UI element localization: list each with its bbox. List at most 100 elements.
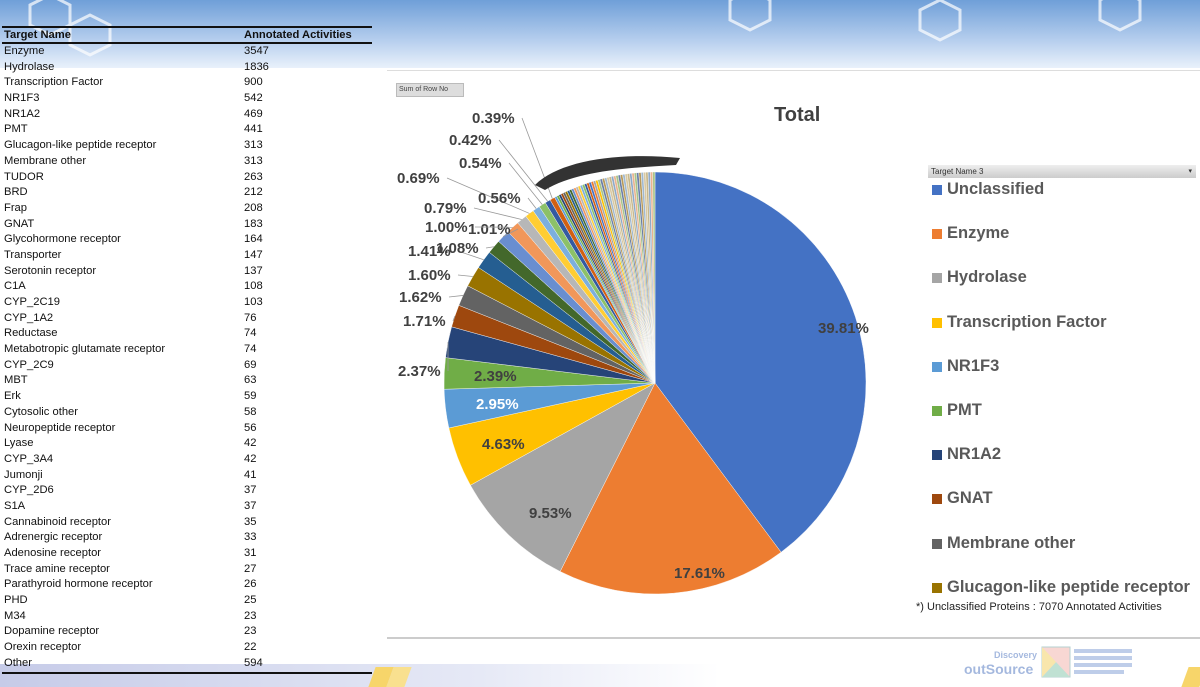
activity-count: 42: [244, 437, 257, 450]
dropdown-arrow-icon: ▾: [1188, 168, 1192, 175]
table-row: NR1F3 542: [2, 91, 372, 107]
table-row: Dopamine receptor 23: [2, 624, 372, 640]
target-name: CYP_1A2: [4, 311, 54, 324]
target-name: Dopamine receptor: [4, 625, 100, 638]
target-name: CYP_3A4: [4, 452, 54, 465]
target-name: S1A: [4, 499, 26, 512]
table-row: Trace amine receptor 27: [2, 562, 372, 578]
table-row: Neuropeptide receptor 56: [2, 421, 372, 437]
legend-item: Enzyme: [932, 224, 1190, 268]
header-target-name: Target Name: [4, 29, 71, 41]
target-name: Serotonin receptor: [4, 264, 97, 277]
activity-count: 137: [244, 264, 263, 277]
legend-label: Transcription Factor: [947, 312, 1107, 331]
activity-count: 23: [244, 609, 257, 622]
target-name: Transcription Factor: [4, 76, 104, 89]
target-name: Other: [4, 656, 32, 669]
table-row: M34 23: [2, 609, 372, 625]
table-row: Transporter 147: [2, 248, 372, 264]
table-row: Frap 208: [2, 201, 372, 217]
data-label: 9.53%: [529, 505, 572, 522]
legend-item: NR1A2: [932, 445, 1190, 489]
overlapping-labels: [535, 156, 680, 190]
data-label: 2.37%: [398, 363, 441, 380]
table-row: PHD 25: [2, 593, 372, 609]
pie-slice: [470, 382, 656, 572]
table-row: Orexin receptor 22: [2, 640, 372, 656]
leader-line: [502, 228, 519, 237]
target-name: Neuropeptide receptor: [4, 421, 116, 434]
data-label: 0.56%: [478, 190, 521, 207]
target-name: Erk: [4, 390, 21, 403]
svg-text:outSource: outSource: [964, 661, 1033, 677]
leader-line: [457, 250, 484, 261]
data-label: 17.61%: [674, 565, 725, 582]
target-name: Enzyme: [4, 45, 45, 57]
activity-count: 59: [244, 390, 257, 403]
table-row: Enzyme 3547: [2, 44, 372, 60]
legend-item: PMT: [932, 401, 1190, 445]
legend-label: Unclassified: [947, 180, 1045, 198]
target-name: M34: [4, 609, 26, 622]
target-name: CYP_2C9: [4, 358, 54, 371]
data-label: 1.62%: [399, 289, 442, 306]
target-name: Membrane other: [4, 154, 87, 167]
data-label: 1.71%: [403, 313, 446, 330]
activity-count: 469: [244, 107, 263, 120]
leader-line: [527, 197, 537, 209]
target-name: Frap: [4, 201, 28, 214]
activity-count: 108: [244, 280, 263, 293]
target-name: BRD: [4, 186, 28, 199]
leader-line: [452, 315, 456, 322]
activity-count: 147: [244, 248, 263, 261]
target-name: Cannabinoid receptor: [4, 515, 111, 528]
table-row: CYP_2C9 69: [2, 358, 372, 374]
legend-label: Glucagon-like peptide receptor: [947, 577, 1190, 596]
activity-count: 164: [244, 233, 263, 246]
leader-line: [457, 274, 473, 277]
activity-count: 1836: [244, 60, 269, 73]
data-label: 2.39%: [474, 368, 517, 385]
legend-label: PMT: [947, 400, 982, 419]
activity-count: 3547: [244, 45, 269, 57]
table-row: Jumonji 41: [2, 468, 372, 484]
table-row: NR1A2 469: [2, 107, 372, 123]
leader-line: [485, 246, 494, 249]
legend-label: Membrane other: [947, 533, 1076, 552]
activity-count: 23: [244, 625, 257, 638]
activity-count: 74: [244, 343, 257, 356]
legend-swatch: [932, 450, 942, 461]
table-row: Metabotropic glutamate receptor 74: [2, 342, 372, 358]
target-name: Glucagon-like peptide receptor: [4, 139, 157, 152]
activity-count: 212: [244, 186, 263, 199]
pivot-field-button[interactable]: Sum of Row No: [396, 83, 464, 97]
activity-count: 33: [244, 531, 257, 544]
activity-count: 25: [244, 594, 257, 607]
legend-item: Unclassified: [932, 180, 1190, 224]
activity-count: 63: [244, 374, 257, 387]
pie-slice: [559, 382, 782, 595]
legend-item: NR1F3: [932, 357, 1190, 401]
table-row: Membrane other 313: [2, 154, 372, 170]
table-row: CYP_2C19 103: [2, 295, 372, 311]
target-name: GNAT: [4, 217, 35, 230]
target-name: MBT: [4, 374, 28, 387]
activity-count: 103: [244, 296, 263, 308]
target-name: Lyase: [4, 437, 34, 450]
legend-filter-dropdown[interactable]: Target Name 3 ▾: [928, 165, 1196, 178]
data-label: 0.69%: [397, 170, 440, 187]
data-label: 0.42%: [449, 132, 492, 149]
target-name: CYP_2C19: [4, 296, 60, 308]
activity-count: 31: [244, 547, 257, 559]
target-name: Transporter: [4, 248, 62, 261]
table-row: PMT 441: [2, 122, 372, 138]
data-label: 39.81%: [818, 320, 869, 337]
table-row: Parathyroid hormone receptor 26: [2, 577, 372, 593]
target-table: Target Name Annotated Activities Enzyme 3…: [2, 26, 372, 674]
leader-line: [446, 177, 530, 214]
table-body: Enzyme 3547 Hydrolase 1836 Transcription Fac…: [2, 44, 372, 674]
table-row: S1A 37: [2, 499, 372, 515]
table-row: CYP_2D6 37: [2, 483, 372, 499]
table-row: GNAT 183: [2, 217, 372, 233]
